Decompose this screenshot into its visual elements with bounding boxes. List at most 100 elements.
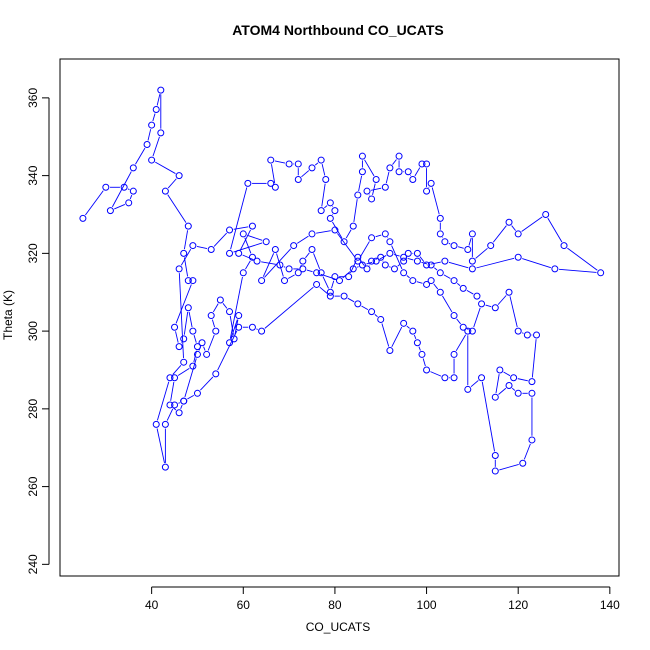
data-point: [317, 156, 325, 164]
x-tick-label: 100: [417, 598, 437, 612]
data-point: [161, 187, 169, 195]
data-point: [198, 339, 206, 347]
series-segment: [492, 225, 507, 243]
data-point: [358, 261, 366, 269]
data-point: [175, 172, 183, 180]
data-point: [368, 234, 376, 242]
data-point: [248, 323, 256, 331]
data-point: [235, 312, 243, 320]
series-segment: [178, 273, 184, 359]
data-point: [322, 176, 330, 184]
data-point: [184, 304, 192, 312]
data-point: [226, 226, 234, 234]
data-point: [106, 207, 114, 215]
series-segment: [345, 229, 352, 239]
series-segment: [242, 254, 254, 260]
series-segment: [287, 274, 295, 279]
data-point: [386, 249, 394, 257]
x-axis-label: CO_UCATS: [306, 620, 370, 634]
data-point: [491, 451, 499, 459]
data-point: [514, 389, 522, 397]
data-point: [505, 218, 513, 226]
data-point: [358, 168, 366, 176]
y-tick-label: 300: [26, 321, 40, 341]
data-point: [478, 300, 486, 308]
y-tick-label: 240: [26, 554, 40, 574]
data-point: [381, 183, 389, 191]
series-segment: [375, 258, 378, 260]
data-point: [235, 323, 243, 331]
axes: 40 60 80 100 120 140 240 260 280 300 320 340 360: [26, 88, 620, 612]
data-point: [294, 269, 302, 277]
series-segment: [473, 307, 481, 328]
series-segment: [316, 230, 331, 234]
series-segment: [314, 162, 319, 166]
data-point: [354, 257, 362, 265]
series-segment: [247, 234, 263, 241]
data-point: [528, 378, 536, 386]
data-point: [423, 187, 431, 195]
series-segment: [416, 281, 423, 284]
series-segment: [359, 241, 370, 258]
y-tick-label: 260: [26, 476, 40, 496]
series-segment: [499, 463, 519, 471]
series-segment: [283, 266, 286, 268]
data-point: [326, 292, 334, 300]
series-segment: [406, 275, 410, 279]
data-point: [175, 409, 183, 417]
series-segment: [240, 229, 251, 250]
data-point: [386, 164, 394, 172]
data-point: [313, 280, 321, 288]
data-point: [427, 261, 435, 269]
data-point: [285, 160, 293, 168]
data-point: [207, 245, 215, 253]
series-segment: [389, 266, 391, 268]
data-point: [478, 374, 486, 382]
data-point: [386, 238, 394, 246]
y-axis-label: Theta (K): [1, 290, 15, 340]
data-point: [129, 164, 137, 172]
series-segment: [406, 325, 410, 329]
series-segment: [175, 284, 192, 324]
series-segment: [430, 371, 442, 377]
data-point: [308, 164, 316, 172]
data-point: [189, 327, 197, 335]
series-segment: [301, 170, 310, 178]
series-segment: [374, 314, 378, 318]
data-point: [102, 183, 110, 191]
x-tick-label: 140: [600, 598, 620, 612]
data-point: [349, 265, 357, 273]
plot-border: [59, 58, 620, 577]
data-point: [267, 156, 275, 164]
series-segment: [430, 261, 441, 265]
series-segment: [85, 190, 104, 216]
data-point: [212, 370, 220, 378]
series-segment: [498, 387, 507, 395]
data-point: [436, 214, 444, 222]
series-segment: [183, 257, 189, 277]
data-point: [248, 222, 256, 230]
series-segment: [183, 311, 189, 335]
data-point: [157, 129, 165, 137]
series-segment: [193, 335, 197, 343]
series-segment: [230, 319, 238, 339]
data-point: [450, 312, 458, 320]
series-segment: [419, 256, 425, 262]
series-segment: [156, 381, 170, 421]
data-point: [423, 160, 431, 168]
series-segment: [381, 323, 390, 347]
data-point: [400, 257, 408, 265]
y-tick-label: 340: [26, 165, 40, 185]
series-segment: [156, 94, 161, 106]
series-segment: [178, 402, 181, 404]
data-point: [129, 187, 137, 195]
data-point: [496, 366, 504, 374]
data-point: [468, 327, 476, 335]
series-segment: [234, 319, 239, 335]
data-point: [505, 288, 513, 296]
data-point: [271, 183, 279, 191]
series-segment: [203, 346, 206, 351]
data-point: [152, 420, 160, 428]
chart-title: ATOM4 Northbound CO_UCATS: [232, 22, 444, 38]
